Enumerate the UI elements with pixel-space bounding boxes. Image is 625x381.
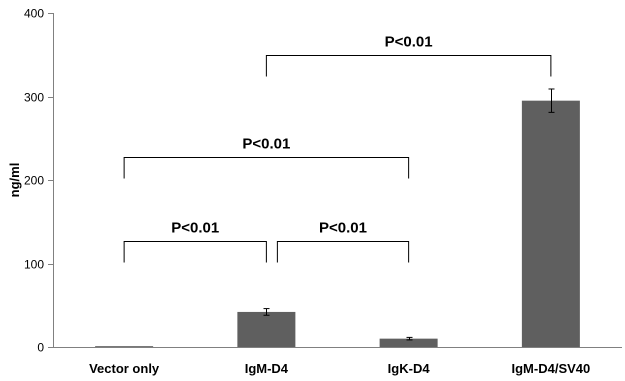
y-ticks: 0 100 200 300 400 — [24, 7, 53, 355]
significance-bracket — [123, 157, 410, 179]
error-bars — [263, 88, 555, 341]
significance-bracket — [123, 241, 267, 263]
plot-area: 0 100 200 300 400 Vector only IgM-D4 IgK-D4 IgM… — [24, 7, 622, 376]
x-category-label: IgM-D4/SV40 — [512, 361, 591, 376]
significance-label: P<0.01 — [319, 220, 367, 237]
significance-label: P<0.01 — [385, 34, 433, 51]
y-tick-label: 0 — [37, 341, 44, 355]
bar-igm-d4-sv40 — [521, 100, 580, 347]
significance-bracket — [265, 55, 552, 77]
x-labels: Vector only IgM-D4 IgK-D4 IgM-D4/SV40 — [89, 361, 590, 376]
significance-bracket — [276, 241, 410, 263]
bar-vector-only — [95, 346, 154, 347]
significance-brackets: P<0.01 P<0.01 P<0.01 P<0.01 — [123, 34, 552, 263]
bars — [95, 100, 580, 347]
y-axis-title: ng/ml — [7, 163, 22, 198]
bar-igm-d4 — [237, 311, 296, 347]
x-category-label: IgM-D4 — [245, 361, 289, 376]
x-category-label: IgK-D4 — [388, 361, 431, 376]
significance-label: P<0.01 — [171, 220, 219, 237]
y-tick-label: 200 — [24, 174, 44, 188]
bar-igk-d4 — [379, 338, 438, 347]
y-tick-label: 100 — [24, 258, 44, 272]
y-tick-label: 400 — [24, 7, 44, 21]
x-category-label: Vector only — [89, 361, 160, 376]
significance-label: P<0.01 — [242, 136, 290, 153]
y-tick-label: 300 — [24, 91, 44, 105]
